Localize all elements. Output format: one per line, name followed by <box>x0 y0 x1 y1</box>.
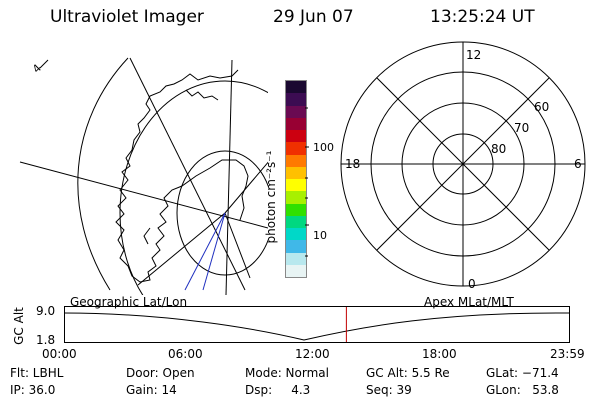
mlt-label-0: 0 <box>468 277 476 291</box>
filter-info: Flt: LBHL <box>10 366 64 380</box>
meridian-line <box>225 59 233 295</box>
altitude-frame <box>64 306 570 343</box>
geographic-label: Geographic Lat/Lon <box>70 295 188 309</box>
colorbar-segment <box>286 130 306 143</box>
colorbar-segment <box>286 228 306 241</box>
colorbar-segment <box>286 252 306 265</box>
meridian-line <box>224 212 251 279</box>
polar-plot: 12 18 6 0 60 70 80 <box>340 41 586 291</box>
geographic-map: 4 <box>19 57 268 295</box>
colorbar-segment <box>286 93 306 106</box>
mlt-line <box>376 77 550 251</box>
seq-info: Seq: 39 <box>366 383 412 397</box>
colorbar-axis: 100 10 <box>305 107 334 257</box>
colorbar-segment <box>286 117 306 130</box>
altitude-curve <box>64 312 570 341</box>
colorbar-tick-100: 100 <box>313 141 334 154</box>
gc-alt-info: GC Alt: 5.5 Re <box>366 366 450 380</box>
meridian-line <box>184 212 226 291</box>
glat-info: GLat: −71.4 <box>486 366 559 380</box>
colorbar-segment <box>286 154 306 167</box>
mlt-label-6: 6 <box>574 157 582 171</box>
meridian-line <box>224 161 268 214</box>
x-tick-0600: 06:00 <box>168 347 203 361</box>
dsp-info: Dsp: 4.3 <box>245 383 311 397</box>
coastline <box>115 69 249 283</box>
altitude-axis-label: GC Alt <box>12 307 26 345</box>
colorbar-tick-10: 10 <box>313 229 327 242</box>
ip-info: IP: 36.0 <box>10 383 56 397</box>
colorbar-segment <box>286 240 306 253</box>
x-tick-1800: 18:00 <box>422 347 457 361</box>
x-tick-0000: 00:00 <box>42 347 77 361</box>
colorbar-segment <box>286 264 306 277</box>
x-tick-1200: 12:00 <box>295 347 330 361</box>
altitude-max-label: 9.0 <box>36 304 56 318</box>
mlat-label-60: 60 <box>534 100 549 114</box>
instrument-title: Ultraviolet Imager <box>50 7 204 27</box>
meridian-line <box>202 212 226 291</box>
date-label: 29 Jun 07 <box>273 7 354 27</box>
colorbar-unit-label: photon cm⁻²s⁻¹ <box>264 150 278 244</box>
altitude-min-label: 1.8 <box>36 333 56 347</box>
glon-info: GLon: 53.8 <box>486 383 559 397</box>
door-info: Door: Open <box>126 366 195 380</box>
coastline <box>185 89 219 101</box>
colorbar-segment <box>286 203 306 216</box>
apex-label: Apex MLat/MLT <box>424 295 514 309</box>
coastline <box>143 227 151 245</box>
mlat-label-80: 80 <box>491 142 506 156</box>
colorbar-segment <box>286 142 306 155</box>
altitude-plot <box>64 306 570 343</box>
meridian-line <box>19 161 268 229</box>
colorbar-segment <box>286 191 306 204</box>
gain-info: Gain: 14 <box>126 383 177 397</box>
map-corner-label: 4 <box>30 62 44 76</box>
mlat-label-70: 70 <box>514 121 529 135</box>
colorbar-segment <box>286 166 306 179</box>
time-label: 13:25:24 UT <box>430 7 535 27</box>
colorbar-segment <box>286 215 306 228</box>
x-tick-2359: 23:59 <box>550 347 585 361</box>
corner-tick <box>39 59 49 69</box>
latitude-circle <box>176 150 268 276</box>
meridian-line <box>137 212 226 286</box>
map-boundary-arc <box>77 57 129 291</box>
colorbar-segment <box>286 81 306 94</box>
colorbar-segment <box>286 105 306 118</box>
latitude-circle <box>119 80 268 295</box>
colorbar-segment <box>286 179 306 192</box>
mode-info: Mode: Normal <box>245 366 329 380</box>
colorbar <box>285 80 307 278</box>
mlt-label-18: 18 <box>345 157 360 171</box>
meridian-line <box>129 57 246 291</box>
mlt-label-12: 12 <box>466 48 481 62</box>
